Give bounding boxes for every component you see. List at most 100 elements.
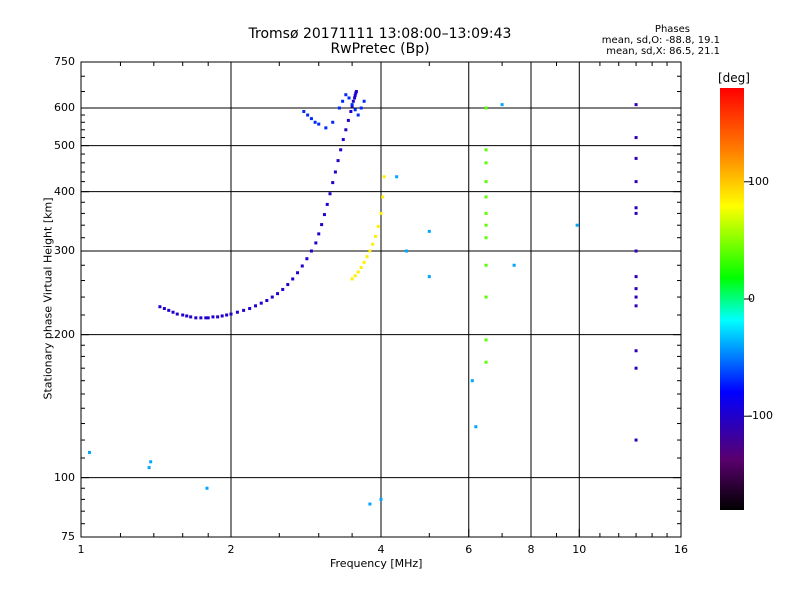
data-point <box>175 312 179 316</box>
data-point <box>87 450 91 454</box>
data-point <box>634 275 638 279</box>
data-point <box>427 275 431 279</box>
data-point <box>350 104 354 108</box>
data-point <box>474 425 478 429</box>
x-tick-label: 1 <box>77 543 85 556</box>
data-point <box>171 310 175 314</box>
y-axis-label: Stationary phase Virtual Height [km] <box>41 197 55 400</box>
data-point <box>229 312 233 316</box>
data-point <box>634 136 638 140</box>
data-point <box>349 109 353 113</box>
data-point <box>634 249 638 253</box>
data-point <box>353 274 357 278</box>
data-point <box>305 257 309 261</box>
data-point <box>484 338 488 342</box>
data-point <box>254 304 258 308</box>
data-point <box>158 305 162 309</box>
data-point <box>281 287 285 291</box>
data-point <box>286 283 290 287</box>
x-tick-label: 10 <box>572 543 587 556</box>
colorbar-tick-label: 100 <box>748 174 769 188</box>
y-tick-label: 300 <box>54 244 75 258</box>
data-point <box>199 316 203 320</box>
data-point <box>314 241 318 245</box>
data-point <box>634 438 638 442</box>
data-point <box>149 460 153 464</box>
data-point <box>270 295 274 299</box>
data-point <box>185 314 189 318</box>
chart-subtitle: RwPretec (Bp) <box>330 41 430 57</box>
data-point <box>634 287 638 291</box>
x-tick-label: 2 <box>227 543 235 556</box>
data-point <box>265 299 269 303</box>
data-point <box>317 232 321 236</box>
data-point <box>381 195 385 199</box>
data-point <box>242 308 246 312</box>
data-point <box>404 249 408 253</box>
data-point <box>300 264 304 268</box>
x-axis-label: Frequency [MHz] <box>330 557 423 570</box>
data-point <box>147 466 151 470</box>
y-tick-label: 750 <box>54 55 75 68</box>
data-point <box>220 314 224 318</box>
colorbar-tick-label: -100 <box>748 409 773 423</box>
phase-o-stats: mean, sd,O: -88.8, 19.1 <box>601 35 720 46</box>
data-point <box>306 113 310 117</box>
data-point <box>379 211 383 215</box>
data-point <box>341 138 345 142</box>
x-tick-label: 4 <box>377 543 385 556</box>
data-point <box>362 260 366 264</box>
data-point <box>484 360 488 364</box>
data-point <box>374 234 378 238</box>
data-point <box>302 109 306 113</box>
y-tick-label: 400 <box>54 184 75 198</box>
phase-x-stats: mean, sd,X: 86.5, 21.1 <box>606 46 720 57</box>
data-point <box>484 295 488 299</box>
data-point <box>189 315 193 319</box>
data-point <box>337 106 341 110</box>
data-point <box>382 175 386 179</box>
data-point <box>512 263 516 267</box>
data-point <box>427 229 431 233</box>
data-point <box>324 126 328 130</box>
data-point <box>634 304 638 308</box>
data-point <box>634 156 638 160</box>
data-point <box>353 93 357 97</box>
data-point <box>353 96 357 100</box>
data-point <box>331 181 335 185</box>
data-point <box>356 270 360 274</box>
data-point <box>346 118 350 122</box>
data-point <box>291 277 295 281</box>
data-point <box>376 224 380 228</box>
data-point <box>225 313 229 317</box>
colorbar <box>720 88 744 510</box>
data-point <box>333 170 337 174</box>
data-point <box>484 223 488 227</box>
data-point <box>484 180 488 184</box>
data-point <box>347 96 351 100</box>
data-point <box>336 159 340 163</box>
x-tick-label: 6 <box>465 543 473 556</box>
data-point <box>235 310 239 314</box>
data-point <box>296 271 300 275</box>
data-point <box>350 277 354 281</box>
data-point <box>205 486 209 490</box>
data-point <box>634 211 638 215</box>
data-point <box>634 295 638 299</box>
data-point <box>206 316 210 320</box>
data-point <box>162 307 166 311</box>
data-point <box>395 175 399 179</box>
data-point <box>167 308 171 312</box>
data-point <box>634 366 638 370</box>
data-point <box>248 307 252 311</box>
data-point <box>309 249 313 253</box>
data-point <box>371 242 375 246</box>
data-point <box>484 106 488 110</box>
data-point <box>259 301 263 305</box>
data-point <box>194 316 198 320</box>
phase-heading: Phases <box>654 24 690 35</box>
data-point <box>351 99 355 103</box>
data-point <box>344 93 348 97</box>
data-point <box>484 211 488 215</box>
